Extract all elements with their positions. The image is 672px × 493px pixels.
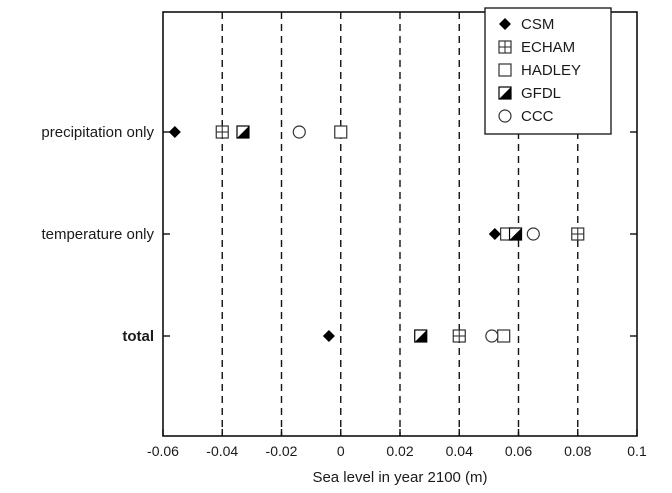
grid-lines	[221, 12, 579, 436]
x-tick-label: -0.04	[206, 443, 238, 459]
data-point-echam	[452, 329, 466, 343]
legend-label: ECHAM	[521, 39, 575, 56]
data-point-hadley	[334, 125, 348, 139]
x-tick-label: 0.02	[386, 443, 413, 459]
legend: CSM ECHAM HADLEY GFDL CCC	[484, 7, 612, 135]
data-point-csm	[488, 228, 501, 240]
data-point-ccc	[526, 227, 540, 241]
x-tick-label: -0.02	[266, 443, 298, 459]
data-point-echam	[215, 125, 229, 139]
data-points	[168, 125, 585, 343]
data-point-ccc	[485, 329, 499, 343]
data-point-ccc	[292, 125, 306, 139]
x-tick-label: -0.06	[147, 443, 179, 459]
category-label: total	[122, 328, 154, 345]
category-label: precipitation only	[41, 124, 154, 141]
category-label: temperature only	[41, 226, 154, 243]
legend-label: CCC	[521, 108, 554, 125]
x-tick-label: 0	[337, 443, 345, 459]
legend-label: HADLEY	[521, 62, 581, 79]
x-tick-label: 0.06	[505, 443, 532, 459]
data-point-echam	[571, 227, 585, 241]
data-point-hadley	[497, 329, 511, 343]
x-tick-label: 0.1	[627, 443, 647, 459]
legend-label: CSM	[521, 16, 554, 33]
legend-marker-hadley	[498, 63, 512, 77]
legend-marker-echam	[498, 40, 512, 54]
x-axis-ticks: -0.06 -0.04 -0.02 0 0.02 0.04 0.06 0.08 0.1	[147, 429, 647, 459]
legend-marker-csm	[499, 18, 511, 30]
legend-marker-ccc	[498, 109, 512, 123]
data-point-csm	[168, 126, 181, 138]
data-point-gfdl	[414, 329, 428, 343]
y-axis-categories: precipitation only temperature only total	[41, 124, 637, 345]
legend-marker-gfdl	[498, 86, 512, 100]
legend-label: GFDL	[521, 85, 561, 102]
x-tick-label: 0.08	[564, 443, 591, 459]
x-tick-label: 0.04	[446, 443, 473, 459]
data-point-csm	[322, 330, 335, 342]
data-point-gfdl	[508, 227, 523, 241]
x-axis-title: Sea level in year 2100 (m)	[312, 469, 487, 486]
data-point-gfdl	[236, 125, 250, 139]
